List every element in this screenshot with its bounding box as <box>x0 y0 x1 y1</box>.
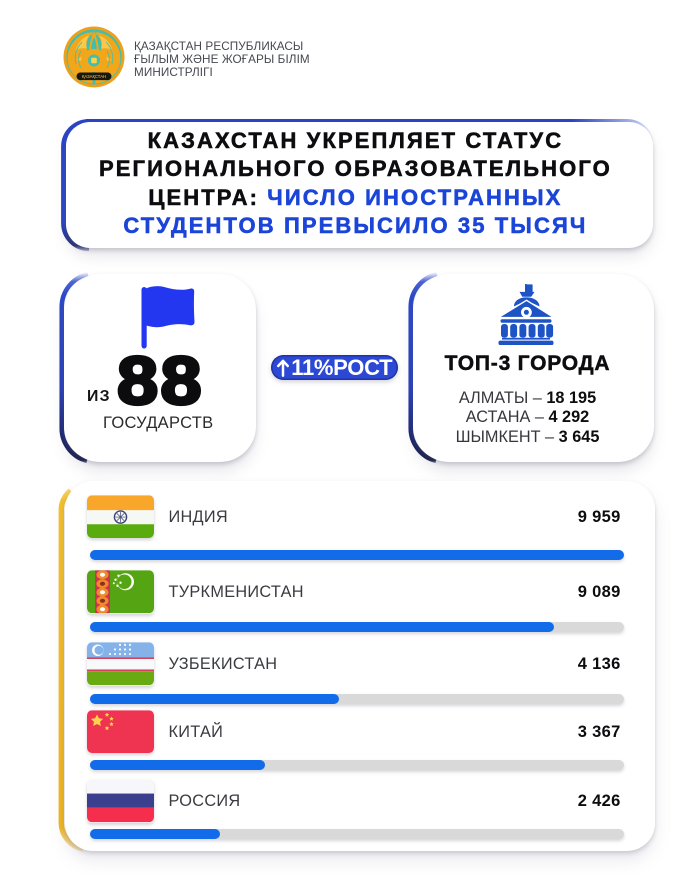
svg-text:ҚАЗАҚСТАН: ҚАЗАҚСТАН <box>82 74 106 79</box>
